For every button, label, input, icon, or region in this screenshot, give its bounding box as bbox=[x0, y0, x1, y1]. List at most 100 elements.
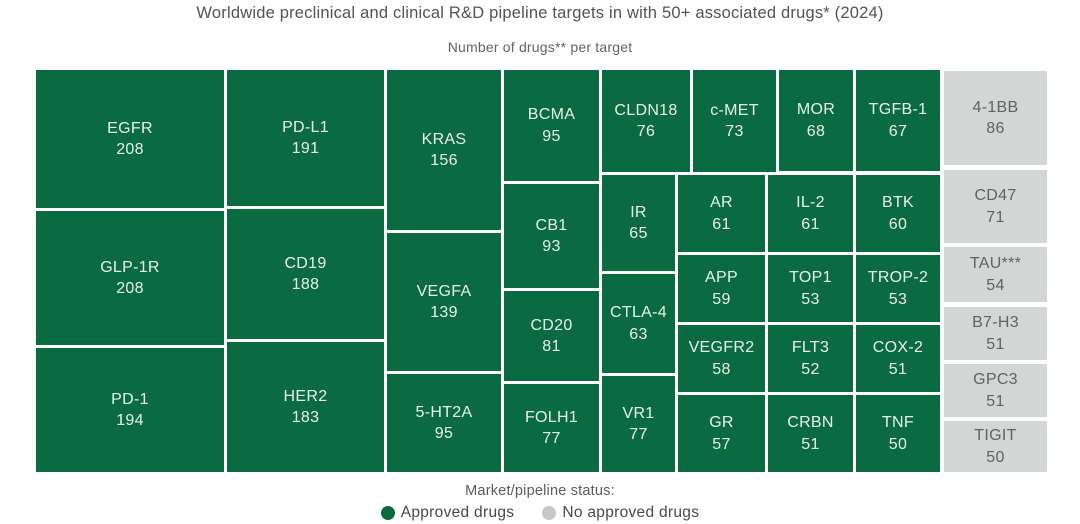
target-label: 4-1BB bbox=[972, 98, 1019, 116]
target-label: COX-2 bbox=[872, 339, 924, 357]
target-value: 156 bbox=[430, 152, 458, 169]
no-approved-status-dot-icon bbox=[542, 506, 557, 520]
target-value: 93 bbox=[542, 238, 561, 255]
treemap-cell-cox-2: COX-2 51 bbox=[856, 325, 940, 392]
target-value: 57 bbox=[712, 435, 731, 453]
target-label: BCMA bbox=[527, 106, 576, 124]
target-label: PD-L1 bbox=[282, 118, 329, 136]
treemap-cell-il-2: IL-2 61 bbox=[768, 175, 853, 252]
treemap-cell-4-1bb: 4-1BB 86 bbox=[944, 71, 1047, 165]
legend-label: No approved drugs bbox=[562, 504, 700, 521]
target-value: 61 bbox=[801, 215, 820, 233]
target-label: 5-HT2A bbox=[415, 403, 473, 421]
treemap-cell-cldn18: CLDN18 76 bbox=[602, 70, 690, 172]
treemap-cell-tigit: TIGIT 50 bbox=[944, 421, 1047, 472]
target-label: CLDN18 bbox=[614, 101, 678, 119]
target-value: 63 bbox=[629, 325, 648, 343]
target-label: GLP-1R bbox=[100, 258, 160, 276]
treemap-cell-gr: GR 57 bbox=[678, 395, 765, 472]
treemap-cell-her2: HER2 183 bbox=[227, 342, 384, 472]
target-label: CB1 bbox=[535, 216, 568, 234]
target-value: 60 bbox=[888, 215, 908, 233]
approved-status-dot-icon bbox=[380, 506, 395, 520]
legend-items: Approved drugs No approved drugs bbox=[0, 504, 1080, 522]
target-value: 95 bbox=[434, 425, 454, 442]
treemap-cell-5-ht2a: 5-HT2A 95 bbox=[387, 374, 501, 472]
treemap-cell-tnf: TNF 50 bbox=[856, 395, 940, 472]
treemap-cell-b7-h3: B7-H3 51 bbox=[944, 307, 1047, 360]
treemap-cell-cd19: CD19 188 bbox=[227, 209, 384, 339]
target-value: 65 bbox=[629, 225, 648, 242]
treemap-cell-cb1: CB1 93 bbox=[504, 184, 599, 288]
target-value: 53 bbox=[801, 290, 820, 308]
target-label: VEGFA bbox=[416, 282, 472, 300]
target-label: MOR bbox=[796, 101, 836, 119]
treemap-cell-crbn: CRBN 51 bbox=[768, 395, 853, 472]
treemap-cell-tgfb-1: TGFB-1 67 bbox=[856, 70, 940, 171]
legend-item-approved: Approved drugs bbox=[380, 504, 515, 522]
target-value: 59 bbox=[712, 290, 731, 308]
treemap-chart: EGFR 208 PD-L1 191 GLP-1R 208 CD19 188 PD-1 194 HE… bbox=[36, 70, 1047, 472]
target-value: 51 bbox=[801, 435, 820, 453]
chart-title: Worldwide preclinical and clinical R&D p… bbox=[196, 4, 884, 22]
target-value: 54 bbox=[986, 276, 1005, 294]
target-label: FLT3 bbox=[791, 339, 830, 357]
target-value: 61 bbox=[712, 215, 731, 233]
target-value: 81 bbox=[542, 338, 561, 355]
treemap-cell-ir: IR 65 bbox=[602, 175, 675, 271]
target-label: TGFB-1 bbox=[868, 101, 928, 119]
treemap-cell-folh1: FOLH1 77 bbox=[504, 384, 599, 472]
treemap-cell-top1: TOP1 53 bbox=[768, 255, 853, 322]
treemap-cell-glp-1r: GLP-1R 208 bbox=[36, 211, 224, 345]
target-label: TAU*** bbox=[969, 255, 1022, 273]
target-value: 76 bbox=[636, 123, 656, 140]
treemap-cell-cd47: CD47 71 bbox=[944, 170, 1047, 243]
target-label: B7-H3 bbox=[972, 314, 1019, 332]
treemap-cell-vr1: VR1 77 bbox=[602, 376, 675, 472]
treemap-cell-vegfa: VEGFA 139 bbox=[387, 233, 501, 371]
target-label: IR bbox=[630, 203, 647, 221]
target-value: 139 bbox=[430, 304, 458, 321]
target-value: 183 bbox=[291, 409, 320, 426]
treemap-cell-cd20: CD20 81 bbox=[504, 291, 599, 381]
target-label: KRAS bbox=[421, 130, 467, 148]
target-value: 51 bbox=[888, 360, 908, 378]
target-label: BTK bbox=[881, 194, 915, 212]
target-value: 208 bbox=[116, 280, 144, 297]
target-label: IL-2 bbox=[796, 194, 825, 212]
target-value: 51 bbox=[986, 335, 1005, 353]
treemap-cell-kras: KRAS 156 bbox=[387, 70, 501, 230]
target-label: APP bbox=[705, 269, 738, 287]
target-label: CRBN bbox=[787, 414, 834, 432]
legend: Market/pipeline status: Approved drugs No… bbox=[0, 483, 1080, 522]
target-value: 86 bbox=[986, 120, 1005, 137]
target-label: CD20 bbox=[530, 316, 573, 334]
treemap-cell-gpc3: GPC3 51 bbox=[944, 364, 1047, 417]
treemap-cell-bcma: BCMA 95 bbox=[504, 70, 599, 181]
target-value: 58 bbox=[712, 360, 731, 378]
treemap-cell-trop-2: TROP-2 53 bbox=[856, 255, 940, 322]
legend-item-no-approved: No approved drugs bbox=[542, 504, 699, 522]
target-label: HER2 bbox=[283, 387, 328, 405]
target-value: 208 bbox=[116, 141, 144, 158]
target-value: 191 bbox=[291, 140, 320, 157]
target-value: 194 bbox=[116, 412, 144, 429]
treemap-cell-ar: AR 61 bbox=[678, 175, 765, 252]
target-label: CD19 bbox=[284, 254, 327, 272]
treemap-cell-tau: TAU*** 54 bbox=[944, 247, 1047, 302]
legend-label: Approved drugs bbox=[400, 504, 515, 521]
target-value: 71 bbox=[986, 208, 1005, 226]
treemap-cell-app: APP 59 bbox=[678, 255, 765, 322]
treemap-cell-vegfr2: VEGFR2 58 bbox=[678, 325, 765, 392]
treemap-cell-pd-l1: PD-L1 191 bbox=[227, 70, 384, 206]
target-label: EGFR bbox=[107, 119, 153, 137]
treemap-cell-egfr: EGFR 208 bbox=[36, 70, 224, 208]
target-value: 188 bbox=[291, 276, 320, 293]
target-value: 73 bbox=[725, 123, 744, 140]
target-label: GR bbox=[709, 414, 734, 432]
target-label: CTLA-4 bbox=[610, 304, 667, 322]
treemap-cell-ctla-4: CTLA-4 63 bbox=[602, 274, 675, 373]
target-label: CD47 bbox=[974, 187, 1017, 205]
target-value: 53 bbox=[888, 290, 908, 308]
